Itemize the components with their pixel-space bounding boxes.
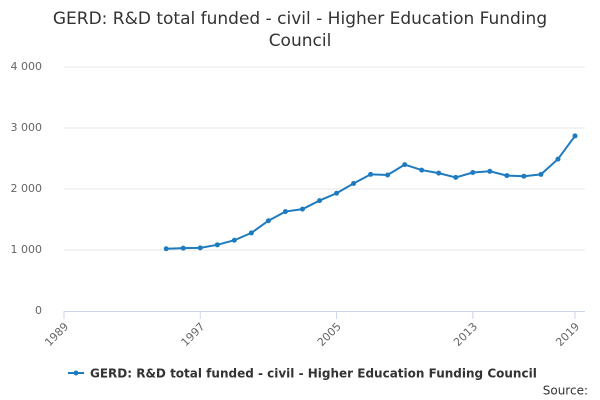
y-tick-label: 2 000: [11, 182, 43, 195]
data-point: [334, 190, 340, 196]
data-point: [180, 245, 186, 251]
y-tick-label: 3 000: [11, 121, 43, 134]
data-point: [299, 206, 305, 212]
data-point: [282, 209, 288, 215]
data-point: [453, 174, 459, 180]
legend-label: GERD: R&D total funded - civil - Higher …: [90, 367, 537, 381]
data-point: [521, 173, 527, 179]
data-point: [487, 168, 493, 174]
data-point: [572, 133, 578, 139]
data-point: [231, 237, 237, 243]
data-point: [538, 171, 544, 177]
x-tick-label: 2005: [315, 320, 344, 349]
y-tick-label: 1 000: [11, 243, 43, 256]
x-tick-label: 2019: [553, 320, 582, 349]
x-tick-label: 2013: [451, 320, 480, 349]
data-point: [419, 167, 425, 173]
data-point: [504, 173, 510, 179]
data-point: [163, 246, 169, 252]
data-point: [248, 230, 254, 236]
data-point: [265, 218, 271, 224]
y-tick-label: 0: [35, 304, 42, 317]
data-point: [436, 170, 442, 176]
data-point: [368, 171, 374, 177]
data-point: [197, 245, 203, 251]
data-line: [166, 135, 576, 250]
chart-title: GERD: R&D total funded - civil - Higher …: [52, 9, 548, 51]
data-point: [385, 172, 391, 178]
data-point: [351, 181, 357, 187]
x-tick-label: 1997: [179, 320, 208, 349]
data-point: [470, 170, 476, 176]
source: Source:: [543, 384, 588, 398]
legend-marker: [73, 370, 79, 376]
x-tick-label: 1989: [42, 320, 71, 349]
data-point: [555, 156, 561, 162]
data-point: [317, 198, 322, 204]
y-tick-label: 4 000: [11, 60, 43, 73]
data-point: [402, 162, 408, 168]
data-point: [214, 242, 220, 248]
